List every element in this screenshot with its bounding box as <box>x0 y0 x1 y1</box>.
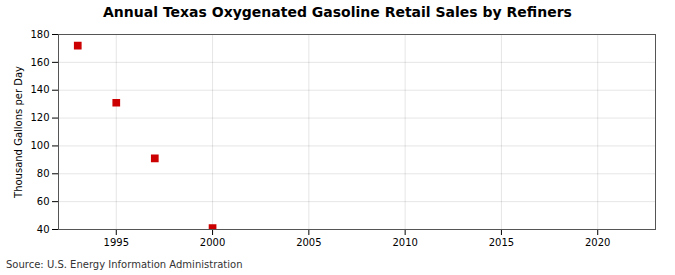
svg-text:100: 100 <box>30 140 49 151</box>
svg-text:160: 160 <box>30 57 49 68</box>
svg-text:Thousand Gallons per Day: Thousand Gallons per Day <box>13 66 24 199</box>
svg-text:180: 180 <box>30 29 49 40</box>
html-text:Annual Texas Oxygenated Gasoli: Annual Texas Oxygenated Gasoline Retail … <box>103 4 572 20</box>
svg-text:40: 40 <box>37 224 50 235</box>
html-text:Source: U.S. Energy Informatio: Source: U.S. Energy Information Administ… <box>6 259 243 270</box>
svg-text:2000: 2000 <box>200 237 225 248</box>
svg-text:2010: 2010 <box>392 237 417 248</box>
svg-text:80: 80 <box>37 168 50 179</box>
svg-text:2005: 2005 <box>296 237 321 248</box>
svg-text:1995: 1995 <box>104 237 129 248</box>
svg-text:60: 60 <box>37 196 50 207</box>
svg-text:2015: 2015 <box>489 237 514 248</box>
svg-text:2020: 2020 <box>585 237 610 248</box>
svg-text:120: 120 <box>30 112 49 123</box>
svg-text:140: 140 <box>30 84 49 95</box>
